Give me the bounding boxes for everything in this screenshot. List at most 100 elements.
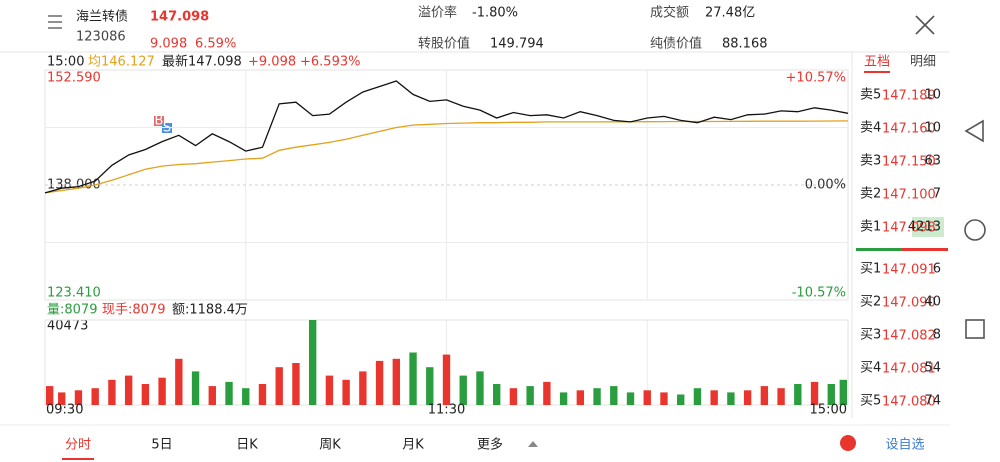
y-tick-label: 123.410 <box>47 286 101 301</box>
volume-bar <box>543 381 551 405</box>
volume-bar <box>191 371 200 405</box>
volume-bar <box>325 375 334 405</box>
volume-bar <box>392 358 400 405</box>
quote-change-pct: +6.593% <box>300 55 360 70</box>
tab[interactable]: 日K <box>236 438 258 453</box>
volume-bar <box>476 371 484 405</box>
x-tick-label: 09:30 <box>46 403 83 418</box>
volume-bar <box>576 390 585 405</box>
volume-bar <box>141 383 150 405</box>
book-price: 147.098 <box>882 221 936 236</box>
nav-recent[interactable] <box>965 319 985 339</box>
volume-bar <box>308 320 317 405</box>
book-qty: 74 <box>924 394 941 409</box>
book-label: 卖4 <box>860 121 881 136</box>
book-qty: 10 <box>924 121 941 136</box>
book-qty: 8 <box>933 328 941 343</box>
volume-bar <box>158 377 166 405</box>
last-price: 147.098 <box>150 10 209 25</box>
nav-home[interactable] <box>964 219 986 241</box>
volume-bar <box>275 367 283 405</box>
book-price: 147.081 <box>882 362 936 377</box>
book-price: 147.160 <box>882 122 936 137</box>
hand-label: 现手:8079 <box>102 303 165 318</box>
premium-value: -1.80% <box>472 6 518 21</box>
volume-bar <box>643 390 651 405</box>
price-line <box>44 120 849 194</box>
watch-dot <box>840 435 856 451</box>
volume-bar <box>626 392 635 405</box>
price-change: 9.098 <box>150 37 187 52</box>
turnover-value: 27.48亿 <box>705 6 755 21</box>
amount-label: 额:1188.4万 <box>172 303 248 318</box>
book-qty: 40 <box>924 295 941 310</box>
book-label: 卖3 <box>860 154 881 169</box>
quote-change: +9.098 <box>248 55 296 70</box>
highlight-qty <box>912 217 944 237</box>
volume-bar <box>727 392 735 405</box>
volume-bar <box>794 383 802 405</box>
menu-icon[interactable] <box>48 15 62 29</box>
book-price: 147.150 <box>882 155 936 170</box>
conv-value: 149.794 <box>490 37 544 52</box>
book-price: 147.100 <box>882 188 936 203</box>
volume-bar <box>509 388 518 405</box>
volume-bar <box>810 381 819 405</box>
volume-bar <box>777 388 785 405</box>
tab[interactable]: 分时 <box>65 438 91 453</box>
volume-bar <box>442 354 451 405</box>
volume-bar <box>610 386 618 405</box>
book-price: 147.090 <box>882 296 936 311</box>
add-watch[interactable]: 设自选 <box>885 438 924 453</box>
quote-avg: 均146.127 <box>88 55 155 70</box>
volume-bar <box>839 379 847 405</box>
buy-marker <box>154 116 164 126</box>
y-tick-label: 152.590 <box>47 71 101 86</box>
book-tab[interactable]: 五档 <box>864 55 890 70</box>
volume-bar <box>225 381 233 405</box>
volume-bar <box>677 394 685 405</box>
book-qty: 4213 <box>908 220 941 235</box>
conv-label: 转股价值 <box>418 36 470 52</box>
book-label: 买4 <box>860 361 881 376</box>
close-button[interactable] <box>915 15 935 35</box>
more-arrow[interactable] <box>528 441 538 447</box>
volume-bar <box>46 386 54 405</box>
volume-bar <box>375 360 384 405</box>
detail-tab[interactable]: 明细 <box>910 55 936 70</box>
volume-bar <box>710 390 718 405</box>
tab[interactable]: 5日 <box>151 438 172 453</box>
bond-code: 123086 <box>76 30 126 45</box>
volume-bar <box>91 388 99 405</box>
book-qty: 7 <box>933 187 941 202</box>
book-label: 买3 <box>860 328 881 343</box>
book-split-red <box>902 248 948 251</box>
tab[interactable]: 周K <box>319 438 341 453</box>
volume-bar <box>208 386 216 405</box>
tab[interactable]: 月K <box>402 438 424 453</box>
volume-bar <box>593 388 601 405</box>
book-qty: 63 <box>924 154 941 169</box>
volume-bar <box>493 383 501 405</box>
tab[interactable]: 更多 <box>477 437 503 453</box>
volume-label: 量:8079 <box>47 303 97 318</box>
volume-bar <box>242 388 250 405</box>
book-qty: 10 <box>924 88 941 103</box>
book-price: 147.091 <box>882 263 936 278</box>
y2-tick-label: +10.57% <box>786 71 846 86</box>
book-label: 卖1 <box>860 220 881 235</box>
y2-tick-label: -10.57% <box>792 286 846 301</box>
book-price: 147.082 <box>882 329 936 344</box>
volume-bar <box>660 392 668 405</box>
y2-tick-label: 0.00% <box>805 178 846 193</box>
x-tick-label: 15:00 <box>810 403 847 418</box>
y-tick-label: 40473 <box>47 319 88 334</box>
book-qty: 54 <box>924 361 941 376</box>
nav-back[interactable] <box>964 119 984 143</box>
volume-bar <box>743 390 752 405</box>
volume-bar <box>108 379 116 405</box>
quote-time: 15:00 <box>47 55 84 70</box>
book-qty: 6 <box>933 262 941 277</box>
volume-bar <box>58 392 66 405</box>
